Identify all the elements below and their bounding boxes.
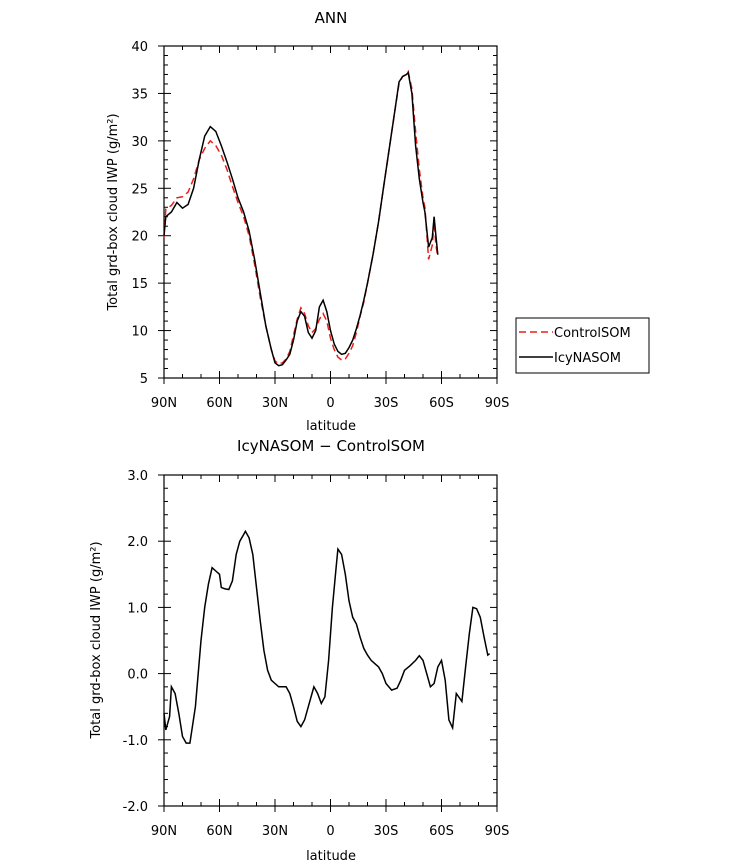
bottom-x-tick-label: 30N [262,824,288,839]
top-y-tick-label: 15 [131,277,148,292]
bottom-y-tick-label: -2.0 [123,800,148,815]
top-chart-title: ANN [315,9,348,27]
bottom-y-tick-label: 1.0 [127,601,148,616]
top-series-line-controlsom [164,72,438,364]
bottom-x-tick-label: 60S [429,824,454,839]
top-y-tick-label: 40 [131,40,148,55]
bottom-x-tick-label: 60N [206,824,232,839]
legend-label-controlsom: ControlSOM [554,326,631,341]
bottom-x-tick-label: 30S [374,824,399,839]
bottom-chart-title: IcyNASOM − ControlSOM [237,437,425,455]
top-x-tick-label: 60S [429,396,454,411]
top-x-tick-label: 90N [151,396,177,411]
bottom-y-axis-label: Total grd-box cloud IWP (g/m²) [89,541,104,739]
top-x-tick-label: 90S [485,396,510,411]
bottom-x-axis-label: latitude [306,849,356,864]
top-x-tick-label: 0 [326,396,334,411]
bottom-y-tick-label: 2.0 [127,535,148,550]
top-series-line-icynasom [164,73,438,366]
top-panel: ANN latitude Total grd-box cloud IWP (g/… [106,9,649,434]
bottom-x-tick-label: 90S [485,824,510,839]
top-y-tick-label: 10 [131,325,148,340]
top-y-tick-label: 30 [131,135,148,150]
top-y-axis-label: Total grd-box cloud IWP (g/m²) [106,113,121,311]
top-x-axis-label: latitude [306,419,356,434]
top-y-tick-label: 5 [140,372,148,387]
legend-label-icynasom: IcyNASOM [554,351,621,366]
top-x-tick-label: 60N [206,396,232,411]
bottom-x-tick-label: 0 [326,824,334,839]
top-y-tick-label: 20 [131,230,148,245]
bottom-panel: IcyNASOM − ControlSOM latitude Total grd… [89,437,509,864]
bottom-y-tick-label: -1.0 [123,734,148,749]
top-x-tick-label: 30S [374,396,399,411]
top-y-tick-label: 35 [131,87,148,102]
top-y-tick-label: 25 [131,182,148,197]
top-legend: ControlSOM IcyNASOM [516,318,649,373]
bottom-x-tick-label: 90N [151,824,177,839]
bottom-y-tick-label: 0.0 [127,668,148,683]
bottom-y-tick-label: 3.0 [127,469,148,484]
top-x-tick-label: 30N [262,396,288,411]
bottom-series-line-difference [164,531,490,743]
